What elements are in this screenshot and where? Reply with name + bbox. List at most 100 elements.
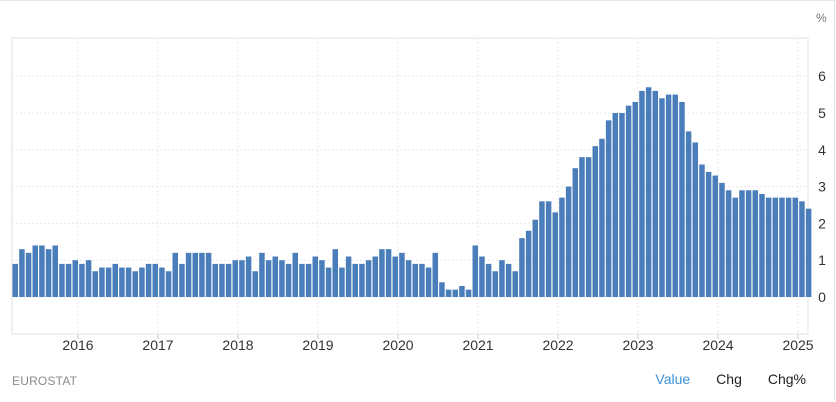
bar (265, 260, 272, 297)
bar (632, 101, 639, 298)
bar (32, 245, 39, 297)
bar (379, 249, 385, 297)
bar (552, 212, 559, 297)
bar (112, 263, 119, 297)
bar (452, 289, 459, 297)
bar (585, 157, 592, 297)
bar (659, 98, 665, 297)
x-tick-label: 2020 (382, 337, 413, 353)
bar (359, 263, 365, 297)
x-tick-label: 2019 (302, 337, 333, 353)
x-tick-label: 2022 (542, 337, 573, 353)
x-tick-label: 2024 (702, 337, 733, 353)
bar (752, 190, 759, 297)
bar (679, 101, 685, 298)
bar (39, 245, 45, 297)
bar (285, 263, 292, 297)
bar (439, 282, 445, 297)
bar (412, 263, 419, 297)
bar (19, 249, 25, 297)
bar (652, 90, 659, 297)
bar (245, 256, 252, 297)
bar (325, 267, 332, 297)
bar (145, 263, 152, 297)
bar (685, 131, 692, 297)
bar (545, 201, 552, 297)
bar (425, 267, 432, 297)
bar (525, 230, 532, 297)
bar (259, 252, 265, 297)
bar (692, 142, 699, 297)
bar (332, 249, 339, 297)
bar (125, 267, 132, 297)
bar (639, 90, 645, 297)
bar (139, 267, 145, 297)
bar (805, 208, 812, 297)
bar (505, 263, 512, 297)
bar (625, 105, 632, 297)
bar (299, 263, 305, 297)
y-tick-label: 1 (818, 252, 826, 268)
bar (539, 201, 545, 297)
bar (252, 271, 259, 297)
bar (165, 271, 172, 297)
bar (172, 252, 179, 297)
bar (399, 252, 405, 297)
bar (479, 256, 485, 297)
bar (565, 186, 572, 297)
bar (492, 271, 499, 297)
bar (619, 113, 625, 297)
bar (192, 252, 199, 297)
bar (579, 157, 585, 297)
bar (319, 260, 325, 297)
bar (732, 197, 739, 297)
bar (385, 249, 392, 297)
bar (572, 168, 579, 297)
bar (99, 267, 105, 297)
bar (699, 164, 705, 297)
bar (25, 252, 32, 297)
unit-label: % (816, 11, 827, 25)
source-label: EUROSTAT (12, 374, 78, 388)
bar (199, 252, 205, 297)
bar (185, 252, 192, 297)
bar (705, 171, 712, 297)
x-tick-label: 2017 (142, 337, 173, 353)
tab-chg-percent[interactable]: Chg% (767, 371, 806, 387)
bar (345, 256, 352, 297)
bar (279, 260, 285, 297)
tab-value[interactable]: Value (655, 371, 691, 387)
bar (219, 263, 225, 297)
bar (739, 190, 745, 297)
y-tick-label: 0 (818, 289, 826, 305)
bar (132, 271, 139, 297)
bar (512, 271, 519, 297)
bar (85, 260, 92, 297)
x-tick-label: 2021 (462, 337, 493, 353)
bar (45, 249, 52, 297)
y-tick-label: 4 (818, 142, 826, 158)
bar (499, 260, 505, 297)
bar (105, 267, 112, 297)
bar (672, 94, 679, 297)
bar (212, 263, 219, 297)
bar (365, 260, 372, 297)
bar (745, 190, 752, 297)
view-tabs: Value Chg Chg% (629, 371, 806, 387)
bar (772, 197, 779, 297)
bar (759, 193, 765, 297)
x-tick-label: 2018 (222, 337, 253, 353)
bar-chart: 0 1 2 3 4 5 6 2016 2017 2018 2019 2020 2021 2022 2023 2… (11, 37, 826, 353)
bar (339, 267, 345, 297)
bar (79, 263, 85, 297)
bar (305, 263, 312, 297)
bar (12, 263, 18, 297)
bar (312, 256, 319, 297)
x-tick-label: 2016 (62, 337, 93, 353)
bar (599, 138, 605, 297)
bar (799, 201, 805, 297)
tab-chg[interactable]: Chg (716, 371, 742, 387)
bar (179, 263, 185, 297)
bar (152, 263, 159, 297)
bar (612, 113, 619, 297)
